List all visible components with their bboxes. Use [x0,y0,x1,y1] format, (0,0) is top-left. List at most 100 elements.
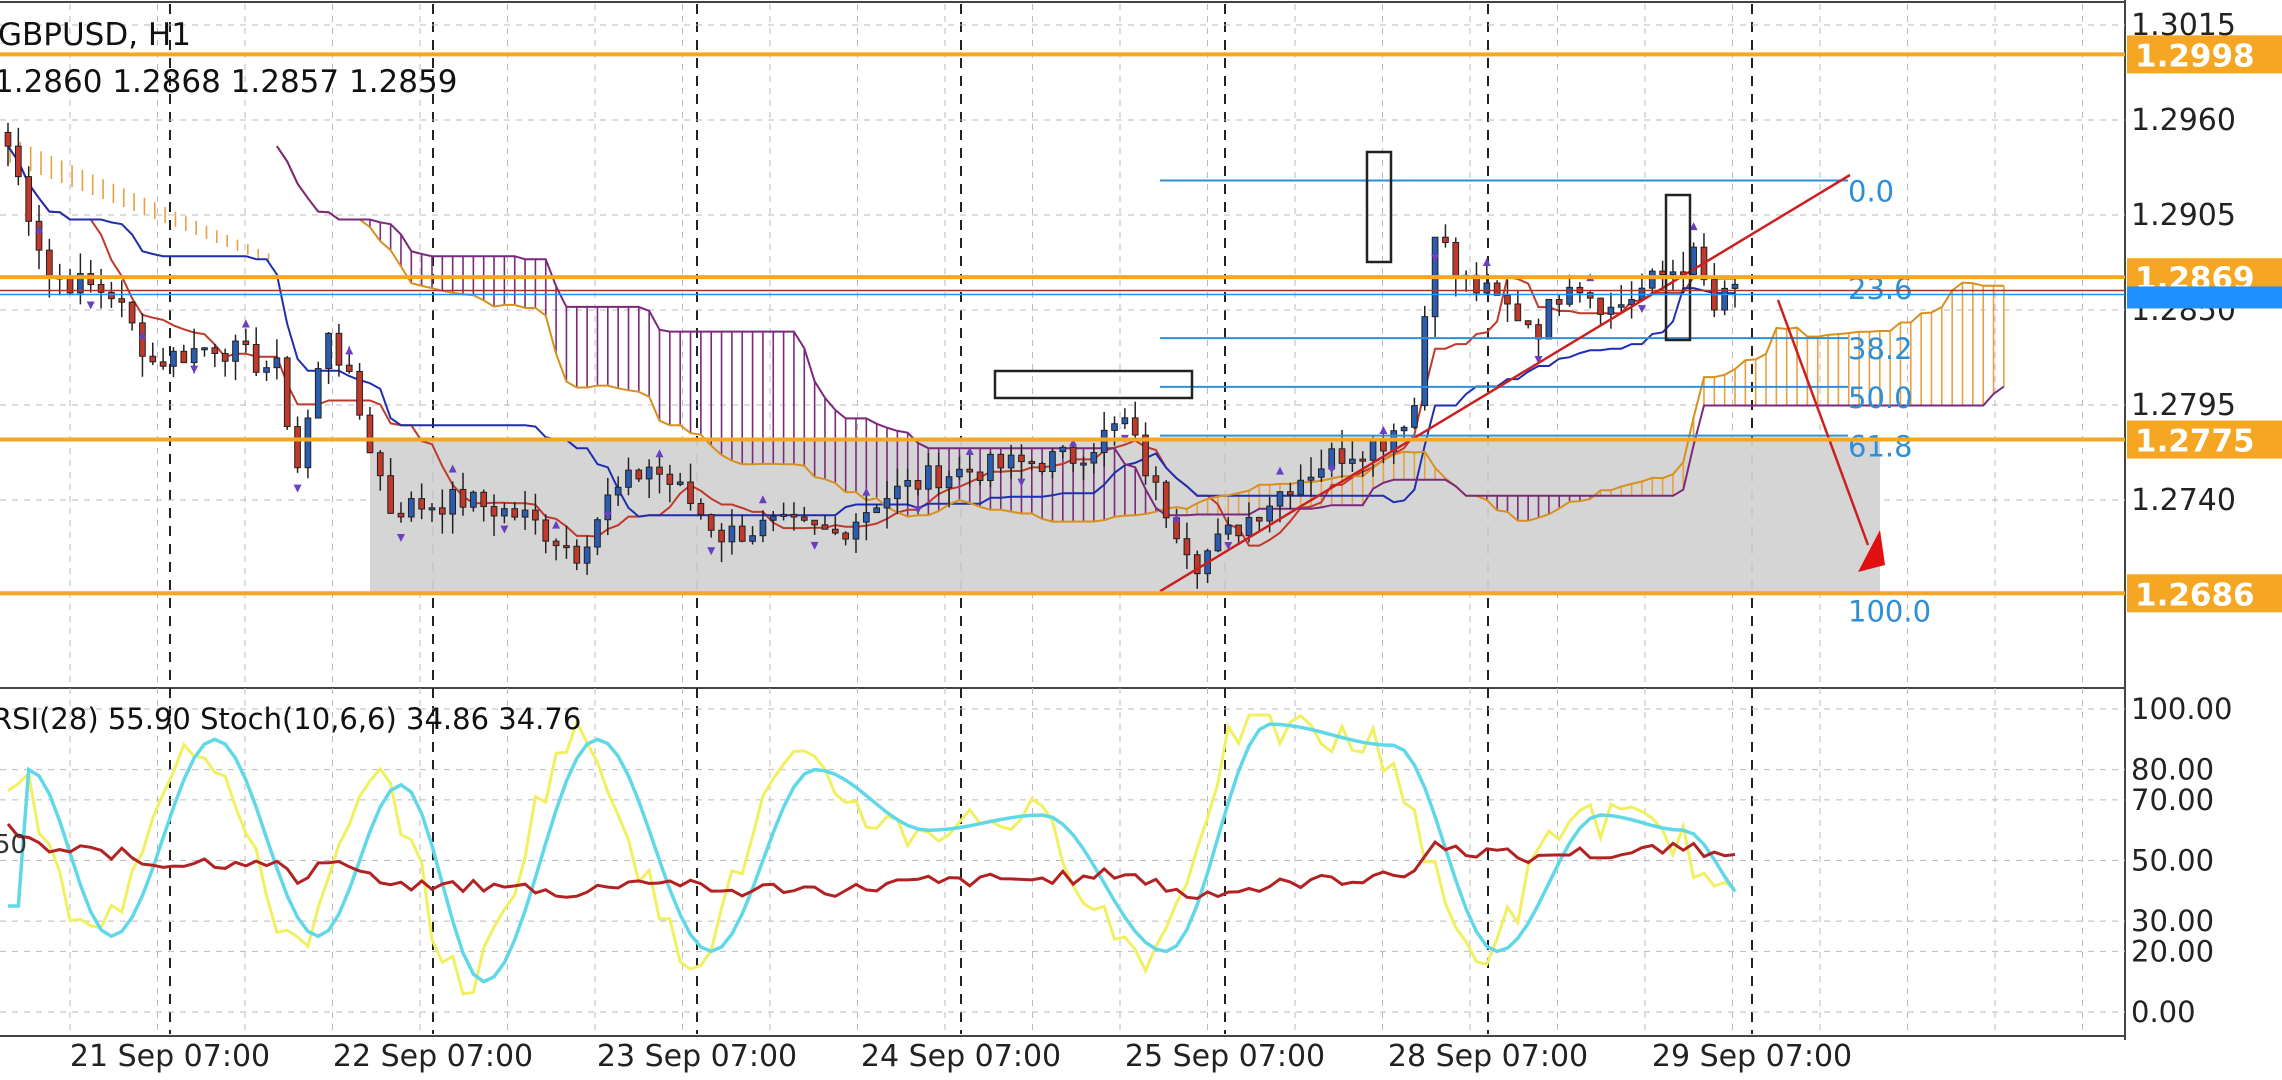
candle-body [1721,287,1729,311]
fractal-marker [1534,355,1543,364]
candle-body [397,512,405,518]
candle-body [1659,270,1666,276]
candle-body [594,519,601,548]
price-level-label: 1.2775 [2135,424,2255,460]
candle-body [242,340,250,346]
candle-body [139,322,146,357]
candle-body [862,512,870,523]
candle-body [1255,516,1263,522]
candle-body [956,468,963,478]
fractal-marker [1017,478,1026,487]
trend-line [1159,173,1851,593]
candle-body [1566,286,1573,305]
candle-body [583,546,591,564]
candle-body [1731,283,1739,289]
candle-body [945,476,953,489]
candle-body [501,508,508,517]
ichimoku-cloud [9,137,2005,522]
candle-body [573,545,581,564]
candle-body [459,488,467,508]
candle-body [1121,417,1129,425]
candle-body [914,479,922,490]
highlight-box [1664,193,1692,342]
candle-body [438,507,446,515]
time-tick-label: 22 Sep 07:00 [333,1039,533,1074]
candle-body [1607,306,1615,315]
candle-body [925,465,932,490]
candle-body [842,532,849,540]
candle-body [1183,538,1191,556]
tenkan-sen-line [7,145,1735,547]
kijun-sen-line [7,145,1735,518]
candle-body [1111,423,1118,431]
indicator-tick-label: 100.00 [2131,692,2232,726]
candle-body [645,466,653,480]
time-tick-label: 29 Sep 07:00 [1652,1039,1852,1074]
candle-body [697,503,705,516]
fractal-markers [35,222,1698,556]
candle-body [470,491,477,508]
candle-body [511,508,519,518]
fractal-marker [396,533,405,542]
candle-body [118,298,126,303]
candle-body [1369,439,1377,461]
price-level-label: 1.2686 [2135,577,2255,613]
candle-body [201,347,208,351]
candle-body [1266,505,1273,522]
candle-body [221,352,229,362]
candle-body [1007,454,1015,469]
stoch-signal-line [8,722,1737,984]
fractal-marker [1637,305,1646,314]
candle-body [1338,448,1346,464]
fib-level-label: 0.0 [1848,174,1894,208]
candle-body [35,220,43,251]
highlight-box [1365,150,1393,264]
price-level-tag [2127,420,2282,459]
symbol-title: GBPUSD, H1 [0,17,191,53]
candle-body [14,145,22,178]
indicator-tick-label: 50.00 [2131,844,2214,878]
fractal-marker [35,225,44,234]
candle-body [625,469,632,488]
rsi-left-level-label: 50 [0,830,27,860]
candle-body [356,370,363,416]
drawings[interactable] [993,150,1885,593]
candle-body [1524,320,1532,326]
candle-body [376,452,384,477]
candle-body [480,491,488,508]
candle-body [314,368,322,419]
candle-body [1514,303,1522,322]
candle-body [1276,491,1284,507]
main-grid [0,0,2126,1040]
fractal-marker [655,449,664,458]
candle-body [149,355,157,363]
candle-body [1028,461,1036,465]
candle-body [1648,270,1656,289]
candle-body [1080,462,1087,466]
candle-body [1628,299,1635,306]
time-tick-label: 24 Sep 07:00 [861,1039,1061,1074]
candle-body [831,528,839,534]
candle-body [1214,533,1222,552]
candle-body [449,488,457,515]
candle-body [676,481,684,485]
fractal-marker [1069,438,1078,447]
candle-body [790,513,798,518]
candle-body [873,507,881,514]
candle-body [542,519,550,542]
candle-body [1493,282,1501,296]
forecast-arrowhead [1858,530,1885,572]
fractal-marker [862,487,871,496]
fractal-marker [1431,254,1440,263]
indicator-tick-label: 20.00 [2131,934,2214,968]
indicator-tick-label: 30.00 [2131,904,2214,938]
candle-body [1411,405,1418,428]
candle-body [759,519,767,537]
candle-body [1586,292,1594,299]
candle-body [1049,451,1056,472]
fractal-marker [1224,542,1233,551]
candle-body [77,273,84,294]
candle-body [294,426,301,469]
